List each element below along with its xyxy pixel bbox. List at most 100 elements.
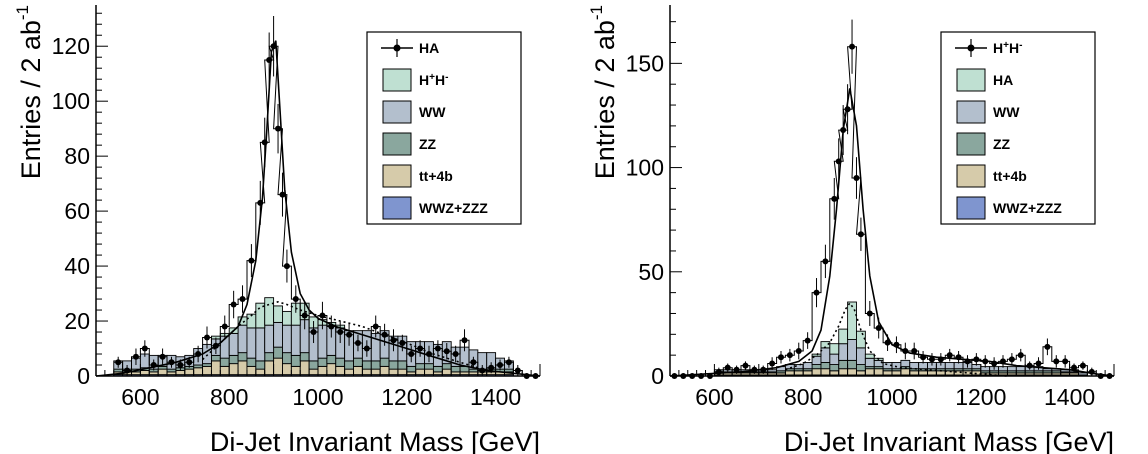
x-tick-label: 600 [121,384,159,410]
stack-bar [291,325,300,355]
x-tick-label: 1200 [381,384,432,410]
y-tick-label: 50 [638,259,664,285]
stack-bar [910,371,919,375]
y-axis-title: Entries / 2 ab-1 [587,5,620,179]
stack-bar [848,360,857,368]
y-axis-title-sup: -1 [587,5,606,20]
stack-bar [247,366,256,374]
legend-label: WWZ+ZZZ [993,200,1062,216]
stack-bar [211,355,220,360]
stack-bar [794,371,803,375]
stack-bar [220,358,229,366]
legend-swatch [383,197,411,219]
stack-bar [919,371,928,375]
stack-bar [256,369,265,374]
legend-label: ZZ [993,136,1011,152]
stack-bar [901,369,910,375]
chart-left: 600 800 1000 1200 1400 0 20 40 60 80 100 120 Di-Jet … [0,0,574,454]
stack-bar [247,328,256,358]
stack-bar [282,353,291,364]
legend-swatch [957,101,985,123]
stack-bar [185,369,194,374]
legend-swatch [383,69,411,91]
stack-bar [416,369,425,374]
stack-bar [433,366,442,371]
y-axis-title-sup: -1 [13,5,32,20]
stack-bar [371,369,380,374]
legend-label: tt+4b [419,168,453,184]
legend-label: WWZ+ZZZ [419,200,488,216]
legend-item: ZZ [957,133,1011,155]
legend-label: HA [419,40,439,56]
stack-bar [785,371,794,375]
stack-bar [309,361,318,369]
stack-bar [158,369,167,374]
legend-swatch [957,69,985,91]
y-axis-title: Entries / 2 ab-1 [13,5,46,179]
y-tick-label: 100 [626,155,664,181]
y-tick-label: 20 [64,308,90,334]
x-tick-label: 1400 [1044,384,1095,410]
legend-marker-point [968,45,975,52]
stack-bar [229,355,238,363]
stack-bar [821,362,830,368]
stack-bar [309,369,318,374]
legend-item: WWZ+ZZZ [383,197,488,219]
stack-bar [848,340,857,361]
x-tick-label: 800 [784,384,822,410]
x-axis-title: Di-Jet Invariant Mass [GeV] [784,427,1114,454]
stack-bar [839,369,848,375]
stack-bar [336,358,345,366]
x-tick-label: 1200 [955,384,1006,410]
stack-bar [265,361,274,375]
stack-bar [768,370,777,372]
stack-bar [282,311,291,325]
legend-item: WWZ+ZZZ [957,197,1062,219]
stack-bar [256,328,265,361]
stack-bar [883,371,892,375]
stack-bar [220,366,229,374]
stack-bar [354,358,363,366]
stack-bar [830,371,839,375]
stack-bar [229,364,238,375]
stack-bar [1016,367,1025,371]
y-tick-label: 0 [651,363,664,389]
stack-bar [425,364,434,369]
stack-bar [203,366,212,374]
stack-bar [856,348,865,365]
stack-bar [327,355,336,363]
stack-bar [238,361,247,375]
stack-bar [265,298,274,325]
stack-bar [345,369,354,374]
legend-label: tt+4b [993,168,1027,184]
stack-bar [362,369,371,374]
stack-bar [425,369,434,374]
stack-bar [865,369,874,375]
legend-box [367,32,521,224]
chart-right: 600 800 1000 1200 1400 0 50 100 150 Di-Jet Invari… [574,0,1148,454]
stack-bar [336,366,345,374]
stack-bar [830,365,839,371]
stack-bar [416,364,425,369]
stack-bar [1007,367,1016,371]
stack-bar [265,353,274,361]
stack-bar [865,358,874,366]
legend-swatch [383,165,411,187]
stack-bar [830,344,839,354]
y-tick-label: 40 [64,253,90,279]
legend-marker-point [394,45,401,52]
stack-bar [1078,373,1087,375]
stack-bar [380,366,389,374]
y-tick-label: 100 [52,88,90,114]
stack-bar [291,366,300,374]
stack-bar [176,371,185,375]
stack-bar [874,369,883,375]
stack-bar [380,358,389,366]
stack-bar [856,371,865,375]
stack-bar [821,348,830,363]
stack-bar [256,361,265,369]
legend-label: WW [419,104,446,120]
stack-bar [274,358,283,374]
stack-bar [282,325,291,352]
stack-bar [945,362,954,368]
